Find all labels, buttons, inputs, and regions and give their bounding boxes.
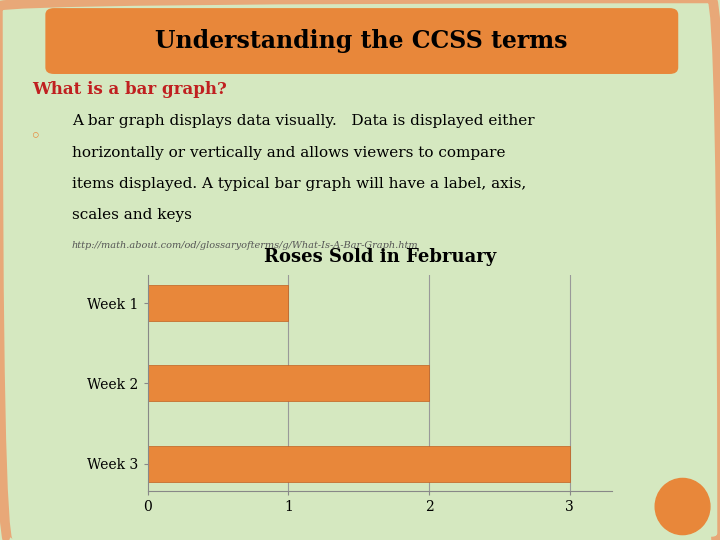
Bar (148, 366, 429, 401)
Bar (148, 285, 288, 321)
Ellipse shape (655, 478, 710, 535)
Title: Roses Sold in February: Roses Sold in February (264, 247, 496, 266)
Text: A bar graph displays data visually.   Data is displayed either: A bar graph displays data visually. Data… (72, 114, 535, 129)
Text: horizontally or vertically and allows viewers to compare: horizontally or vertically and allows vi… (72, 146, 505, 160)
Text: scales and keys: scales and keys (72, 208, 192, 222)
FancyBboxPatch shape (45, 8, 678, 74)
Text: What is a bar graph?: What is a bar graph? (32, 80, 227, 98)
Bar (148, 446, 570, 482)
Text: items displayed. A typical bar graph will have a label, axis,: items displayed. A typical bar graph wil… (72, 177, 526, 191)
Text: Understanding the CCSS terms: Understanding the CCSS terms (156, 29, 567, 53)
Text: ◦: ◦ (29, 129, 40, 146)
Text: http://math.about.com/od/glossaryofterms/g/What-Is-A-Bar-Graph.htm: http://math.about.com/od/glossaryofterms… (72, 241, 418, 250)
